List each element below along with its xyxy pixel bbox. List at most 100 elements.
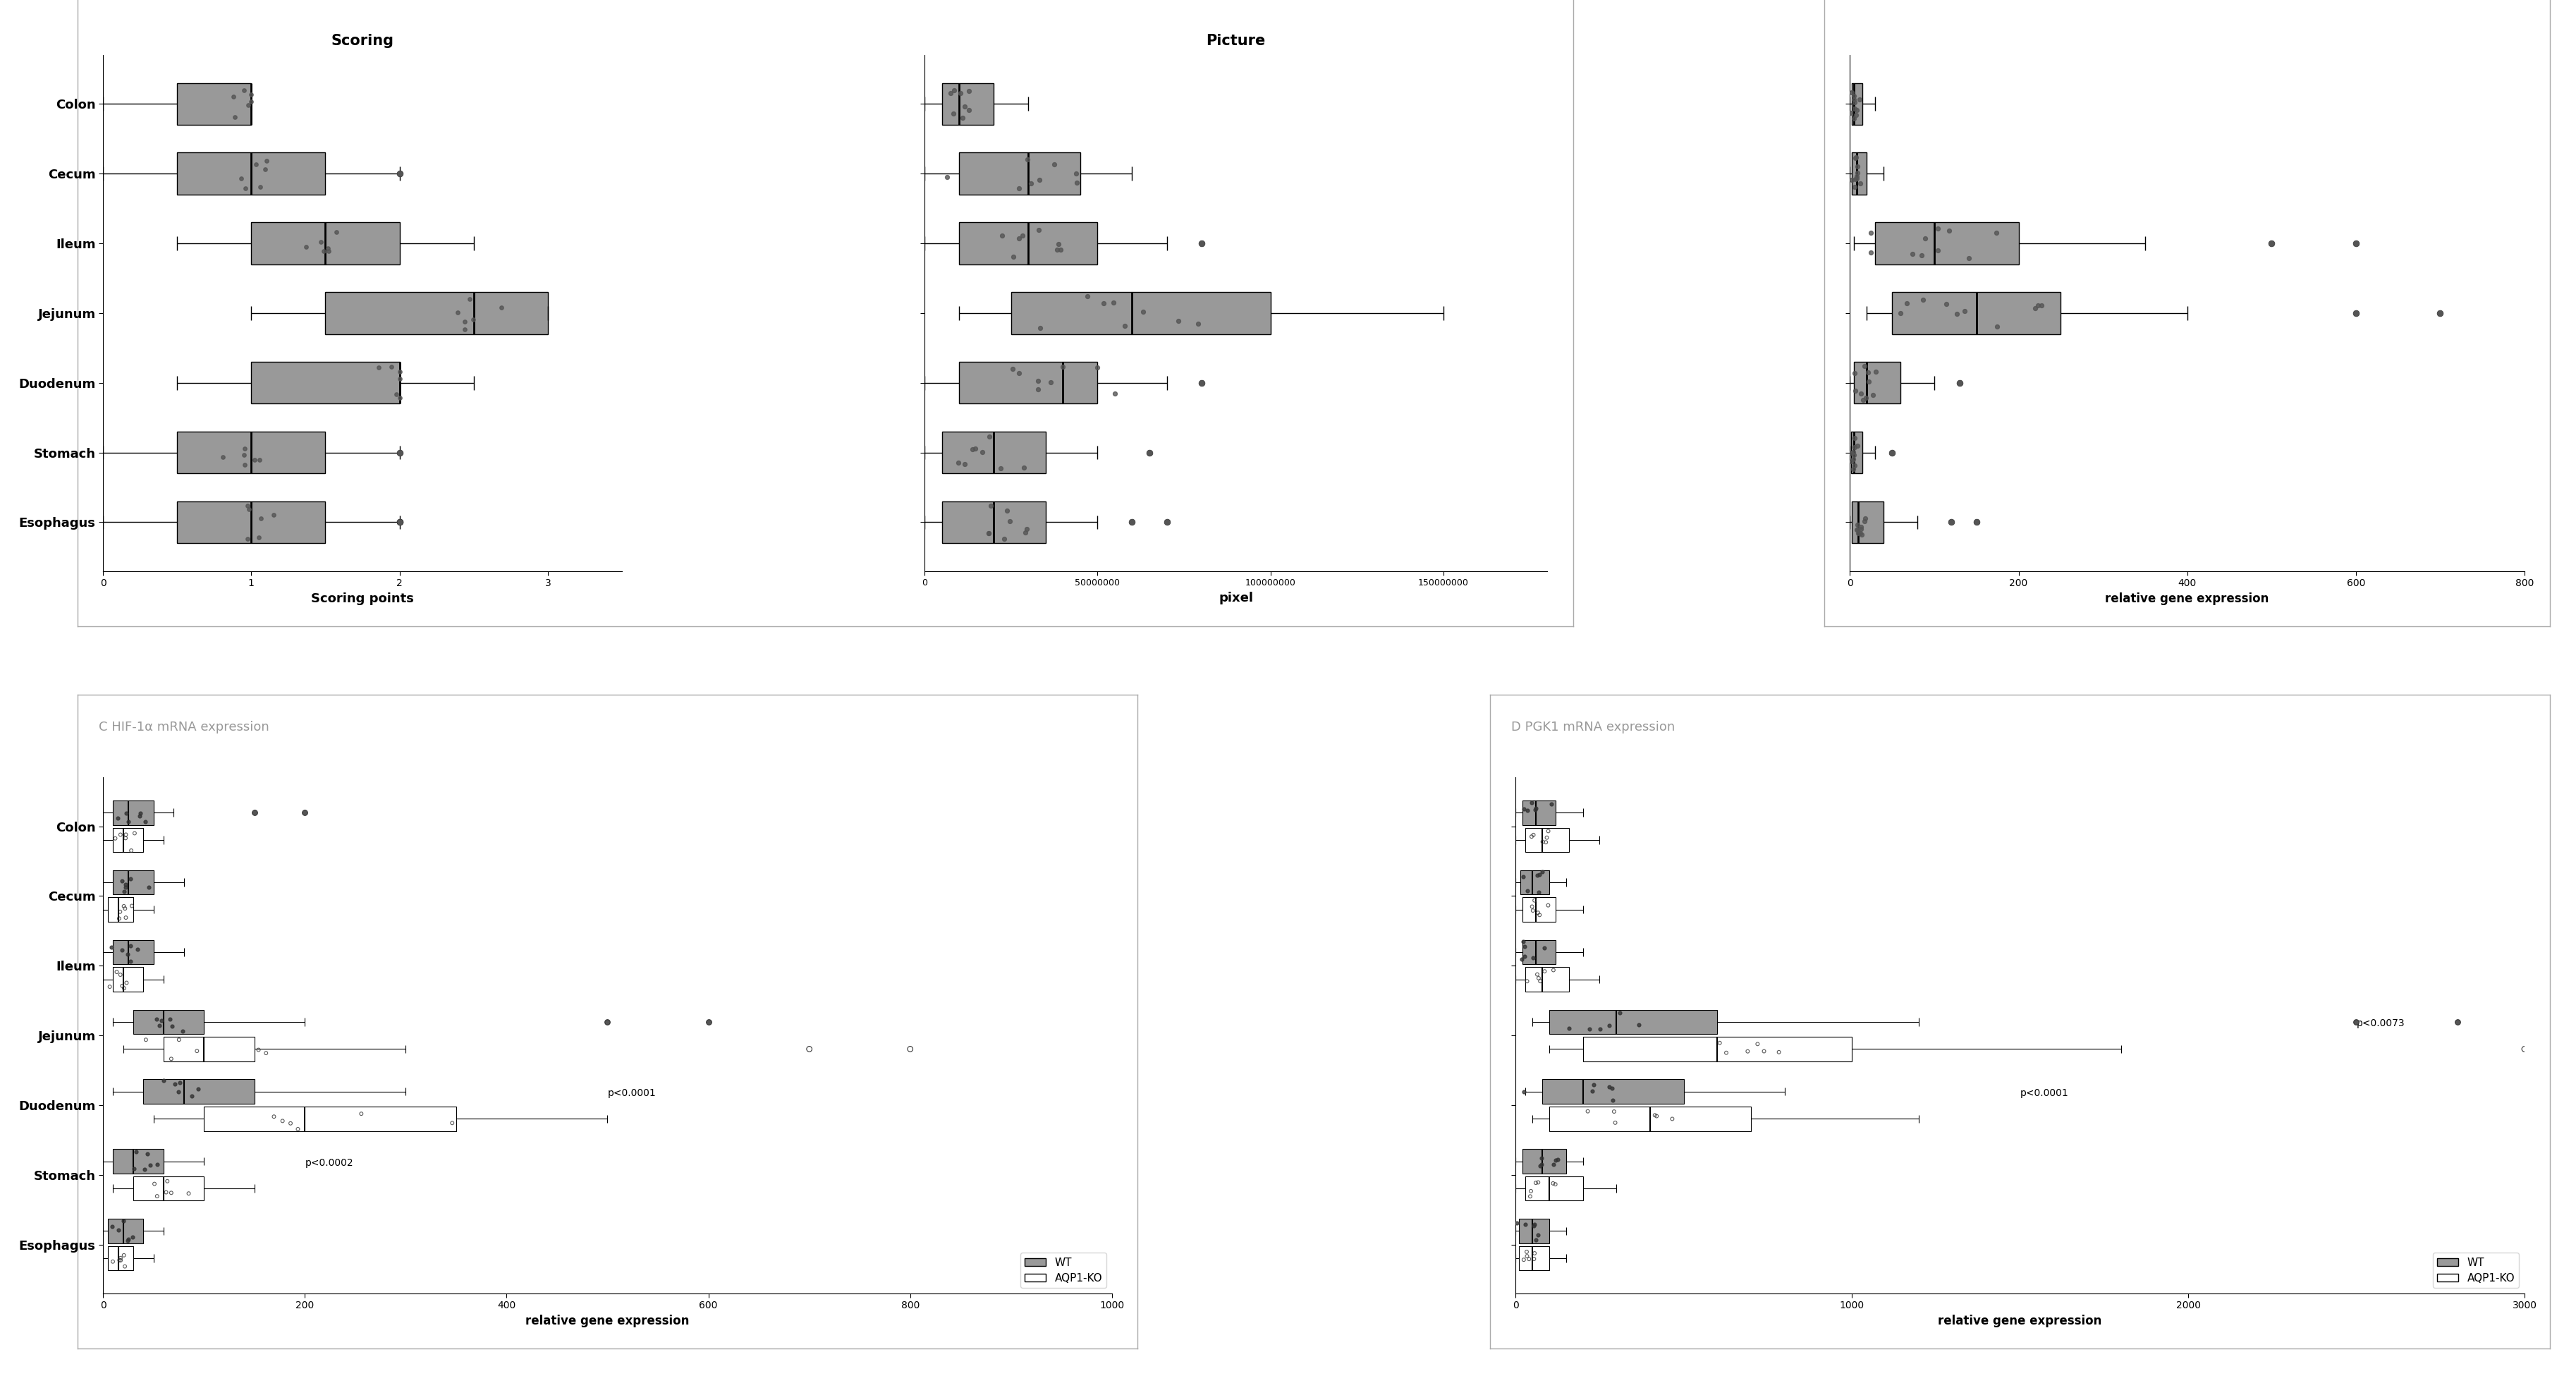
Point	[1507, 879, 1548, 901]
Point	[1618, 1014, 1659, 1036]
Point	[999, 178, 1041, 200]
Point	[969, 425, 1010, 447]
Point	[93, 1251, 134, 1273]
Bar	[1525, 827, 1569, 852]
Point	[1759, 1042, 1801, 1064]
Point	[379, 442, 420, 464]
Point	[930, 83, 971, 105]
Point	[1522, 937, 1564, 959]
Point	[1497, 1212, 1538, 1234]
Point	[1834, 443, 1875, 465]
Point	[1512, 900, 1553, 922]
Point	[224, 444, 265, 466]
Point	[927, 165, 969, 187]
Bar	[943, 432, 1046, 473]
Point	[1600, 1002, 1641, 1024]
Point	[113, 1157, 155, 1179]
Point	[971, 495, 1012, 517]
Point	[142, 1069, 183, 1091]
Point	[1522, 831, 1564, 853]
Point	[234, 802, 276, 824]
Point	[1852, 384, 1893, 406]
Point	[943, 95, 984, 117]
Point	[997, 227, 1038, 249]
Point	[1056, 172, 1097, 194]
Point	[167, 1182, 209, 1204]
Point	[1636, 1105, 1677, 1127]
X-axis label: Scoring points: Scoring points	[312, 592, 415, 605]
Point	[245, 158, 286, 180]
Point	[1515, 1172, 1556, 1194]
Point	[1520, 1153, 1561, 1175]
Point	[1976, 222, 2017, 244]
Point	[1832, 450, 1873, 472]
Point	[940, 81, 981, 103]
Point	[229, 498, 270, 520]
Bar	[178, 153, 325, 194]
Bar	[1852, 83, 1862, 125]
Point	[1123, 300, 1164, 322]
Point	[1515, 1214, 1556, 1236]
Bar	[1855, 362, 1901, 403]
Point	[1512, 824, 1553, 846]
Point	[224, 80, 265, 102]
Point	[232, 84, 273, 106]
Point	[1947, 248, 1989, 270]
Point	[1517, 864, 1558, 886]
Point	[100, 870, 142, 892]
Bar	[1525, 967, 1569, 992]
Point	[2437, 1011, 2478, 1033]
Point	[1512, 1215, 1553, 1237]
Point	[108, 1227, 149, 1249]
Point	[1504, 945, 1546, 967]
Point	[129, 1153, 170, 1175]
Point	[1592, 1090, 1633, 1112]
X-axis label: pixel: pixel	[1218, 592, 1252, 604]
Point	[1092, 292, 1133, 314]
Point	[1510, 791, 1551, 813]
Point	[157, 1080, 198, 1102]
Point	[1522, 860, 1564, 882]
Point	[379, 512, 420, 534]
Point	[358, 356, 399, 378]
Bar	[178, 432, 325, 473]
Bar	[1520, 1219, 1548, 1244]
Point	[1834, 103, 1875, 125]
Point	[1834, 176, 1875, 198]
Point	[1834, 362, 1875, 384]
Point	[90, 936, 131, 958]
Bar	[252, 223, 399, 264]
Point	[142, 1010, 183, 1032]
Bar	[1850, 432, 1862, 473]
Point	[1157, 310, 1198, 332]
Point	[1955, 512, 1996, 534]
Bar	[1582, 1038, 1852, 1061]
Point	[1832, 169, 1873, 191]
Point	[100, 1249, 142, 1271]
Point	[1020, 316, 1061, 338]
Point	[126, 1142, 167, 1164]
Bar	[113, 940, 155, 965]
Point	[1517, 881, 1558, 903]
Point	[1834, 380, 1875, 402]
Point	[1832, 81, 1873, 103]
Point	[134, 1172, 175, 1194]
Bar	[178, 83, 252, 125]
Point	[170, 1086, 211, 1108]
Point	[149, 1182, 191, 1204]
Point	[1929, 219, 1971, 241]
Point	[1007, 149, 1048, 171]
Point	[1837, 523, 1878, 545]
Point	[1535, 1174, 1577, 1196]
Point	[113, 823, 155, 845]
Bar	[1010, 292, 1270, 334]
Point	[1528, 820, 1569, 842]
Point	[1056, 162, 1097, 184]
Point	[252, 1105, 294, 1127]
Point	[106, 827, 147, 849]
Point	[1886, 293, 1927, 315]
Point	[1839, 516, 1880, 538]
Point	[1113, 512, 1154, 534]
Point	[100, 938, 142, 960]
Bar	[958, 223, 1097, 264]
